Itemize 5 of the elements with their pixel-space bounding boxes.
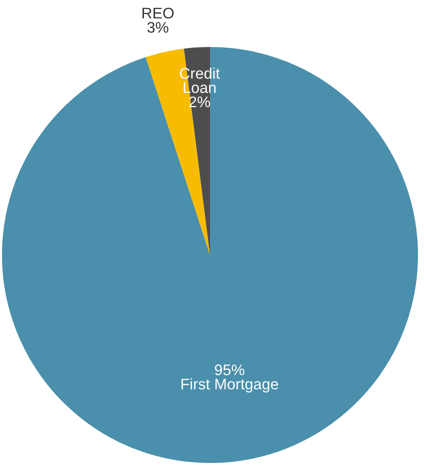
slice-label: REO (142, 8, 174, 19)
slice-label: First Mortgage (182, 378, 278, 393)
data-label: 3% (147, 22, 168, 33)
pie-slice (2, 47, 418, 463)
data-label: 95% (214, 364, 244, 376)
